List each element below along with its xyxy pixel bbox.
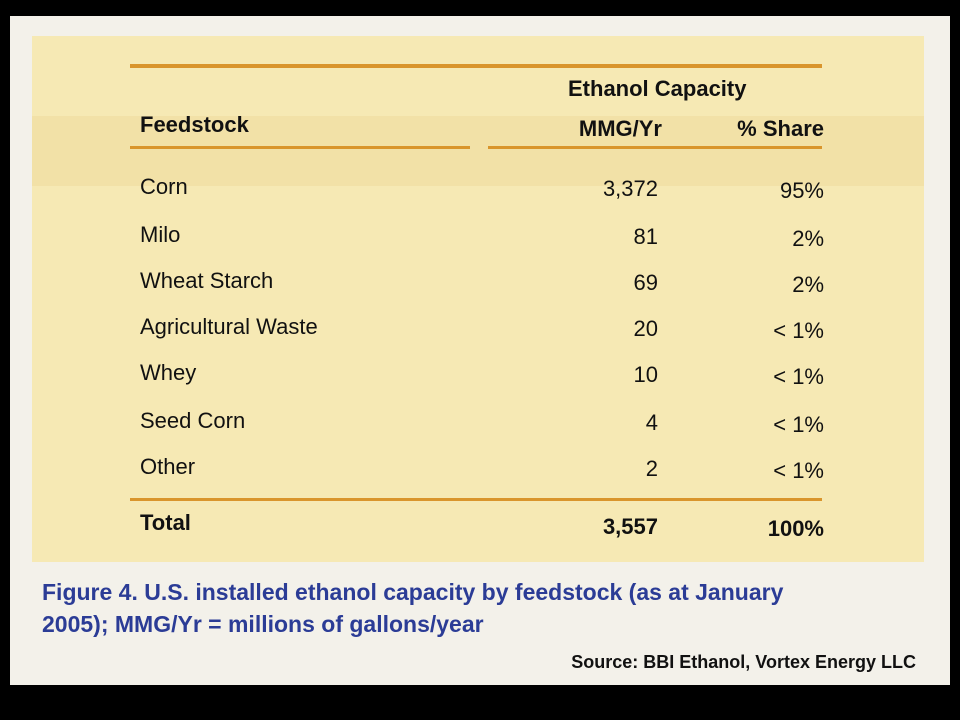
figure-caption: Figure 4. U.S. installed ethanol capacit… — [42, 576, 922, 640]
header-rule-left — [130, 146, 470, 149]
table-row-mmg: 3,372 — [602, 176, 658, 201]
caption-line-2: 2005); MMG/Yr = millions of gallons/year — [42, 611, 484, 637]
table-panel: Ethanol Capacity Feedstock MMG/Yr % Shar… — [32, 36, 924, 562]
table-row-feedstock: Milo — [140, 222, 181, 247]
total-share: 100% — [767, 516, 824, 541]
table-row-share: 95% — [779, 178, 824, 203]
total-rule — [130, 498, 822, 501]
table-row-feedstock: Corn — [140, 174, 188, 199]
table-row-share: < 1% — [773, 318, 824, 343]
table-row-share: < 1% — [773, 458, 824, 483]
column-header-mmg: MMG/Yr — [578, 116, 662, 141]
table-row-feedstock: Wheat Starch — [140, 268, 274, 293]
table-row-mmg: 2 — [645, 456, 658, 481]
table-row-share: < 1% — [773, 364, 824, 389]
table-row-feedstock: Whey — [140, 360, 197, 385]
table-row-feedstock: Seed Corn — [140, 408, 246, 433]
table-row-feedstock: Other — [140, 454, 196, 479]
table-row-mmg: 10 — [633, 362, 658, 387]
top-rule — [130, 64, 822, 68]
table-row-mmg: 4 — [645, 410, 658, 435]
header-rule-right — [488, 146, 822, 149]
caption-line-1: Figure 4. U.S. installed ethanol capacit… — [42, 579, 784, 605]
column-header-feedstock: Feedstock — [140, 112, 249, 137]
total-mmg: 3,557 — [602, 514, 658, 539]
table-row-mmg: 69 — [633, 270, 658, 295]
table-row-feedstock: Agricultural Waste — [140, 314, 318, 339]
total-label: Total — [140, 510, 191, 535]
group-header-ethanol-capacity: Ethanol Capacity — [568, 76, 747, 101]
page-sheet: Ethanol Capacity Feedstock MMG/Yr % Shar… — [10, 16, 950, 685]
table-row-mmg: 81 — [633, 224, 658, 249]
source-credit: Source: BBI Ethanol, Vortex Energy LLC — [571, 652, 916, 672]
table-row-share: 2% — [792, 226, 824, 251]
table-row-share: < 1% — [773, 412, 824, 437]
column-header-share: % Share — [737, 116, 824, 141]
table-row-share: 2% — [792, 272, 824, 297]
table-row-mmg: 20 — [633, 316, 658, 341]
